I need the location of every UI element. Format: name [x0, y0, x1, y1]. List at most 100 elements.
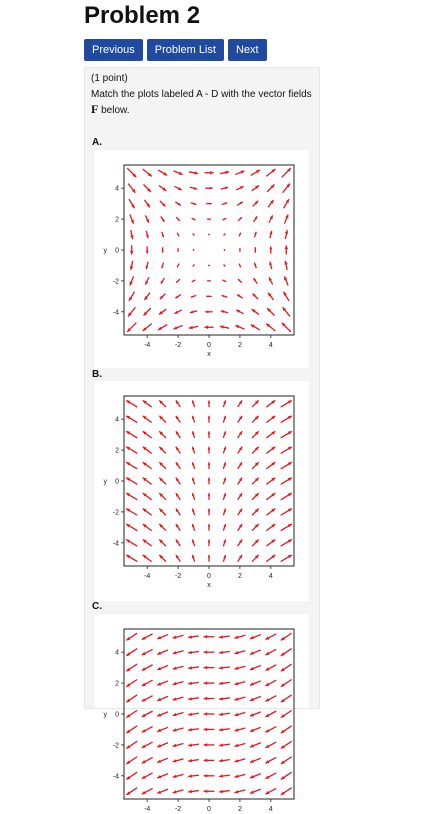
problem-list-button[interactable]: Problem List	[146, 39, 224, 61]
field-arrow	[127, 306, 136, 317]
field-arrow	[142, 538, 153, 547]
field-arrow	[280, 399, 293, 408]
field-arrow	[175, 554, 181, 562]
next-button[interactable]: Next	[227, 39, 267, 61]
field-arrow	[142, 168, 153, 177]
field-arrow	[280, 523, 293, 532]
field-arrow	[265, 664, 277, 672]
field-arrow	[143, 199, 151, 208]
problem-card: (1 point) Match the plots labeled A - D …	[84, 67, 320, 813]
field-arrow	[281, 322, 292, 333]
field-arrow	[206, 295, 212, 298]
field-arrow	[249, 649, 262, 655]
plot-b: -4 -4 -2 -2 0 0 2 2 4 4 x y	[95, 381, 309, 601]
field-arrow	[251, 430, 260, 439]
field-arrow	[268, 215, 274, 224]
field-arrow	[203, 665, 215, 670]
field-arrow	[125, 508, 138, 516]
field-arrow	[269, 246, 273, 254]
field-arrow	[237, 492, 243, 501]
field-arrow	[265, 633, 277, 641]
field-arrow	[175, 492, 181, 501]
field-arrow	[238, 263, 242, 268]
field-arrow	[249, 788, 262, 795]
field-arrow	[280, 678, 293, 688]
field-arrow	[172, 758, 184, 763]
field-arrow	[218, 774, 230, 778]
field-arrow	[203, 681, 215, 685]
field-arrow	[127, 183, 136, 194]
field-arrow	[141, 664, 153, 672]
field-arrow	[144, 276, 150, 285]
instruction-text: Match the plots labeled A - D with the v…	[91, 89, 312, 100]
field-arrow	[145, 246, 149, 254]
field-arrow	[222, 431, 227, 439]
field-arrow	[129, 245, 134, 255]
y-tick-label: 4	[115, 417, 119, 424]
field-arrow	[265, 695, 277, 703]
field-arrow	[269, 230, 273, 239]
field-arrow	[191, 217, 196, 221]
x-tick-label: 2	[238, 806, 242, 813]
field-arrow	[234, 789, 246, 794]
y-axis-label: y	[104, 248, 108, 255]
field-arrow	[251, 492, 260, 501]
field-arrow	[280, 648, 293, 657]
field-arrow	[188, 743, 200, 747]
field-arrow	[173, 324, 183, 330]
previous-button[interactable]: Previous	[84, 39, 143, 61]
field-arrow	[203, 634, 215, 639]
field-arrow	[234, 681, 246, 686]
field-arrow	[158, 523, 167, 532]
field-arrow	[188, 666, 200, 670]
field-arrow	[175, 461, 181, 470]
field-arrow	[251, 461, 260, 470]
x-tick-label: 4	[269, 573, 273, 580]
field-arrow	[172, 742, 184, 748]
instruction-suffix: below.	[98, 105, 130, 116]
field-arrow	[142, 323, 153, 332]
x-tick-label: -4	[144, 806, 150, 813]
problem-instruction: Match the plots labeled A - D with the v…	[91, 88, 313, 118]
field-arrow	[238, 232, 242, 237]
field-arrow	[191, 279, 196, 283]
vector-field-symbol: F	[91, 102, 99, 116]
field-arrow	[234, 727, 246, 732]
field-arrow	[203, 774, 215, 778]
field-arrow	[188, 712, 200, 716]
x-tick-label: 0	[207, 342, 211, 349]
field-arrow	[176, 263, 180, 268]
field-arrow	[130, 229, 134, 240]
field-arrow	[234, 773, 246, 779]
field-arrow	[188, 774, 200, 778]
field-arrow	[156, 757, 169, 764]
field-arrow	[158, 184, 167, 192]
field-arrow	[192, 233, 195, 236]
field-arrow	[237, 400, 243, 408]
field-arrow	[280, 663, 293, 672]
field-arrow	[125, 648, 138, 657]
field-arrow	[156, 680, 169, 686]
field-arrow	[191, 539, 196, 547]
field-arrow	[265, 477, 276, 485]
field-arrow	[157, 169, 168, 177]
field-arrow	[129, 260, 134, 271]
field-arrow	[237, 461, 243, 470]
field-arrow	[191, 477, 196, 485]
page-title: Problem 2	[84, 2, 201, 29]
field-arrow	[125, 694, 138, 703]
field-arrow	[175, 430, 181, 439]
field-arrow	[207, 524, 211, 531]
vector-field-plot-b: -4 -4 -2 -2 0 0 2 2 4 4 x y	[104, 395, 295, 589]
field-arrow	[280, 415, 293, 424]
field-arrow	[251, 415, 260, 423]
field-arrow	[218, 681, 230, 686]
field-arrow	[207, 431, 211, 438]
field-arrow	[222, 539, 227, 547]
field-arrow	[156, 788, 169, 795]
field-arrow	[237, 523, 243, 532]
field-arrow	[265, 538, 276, 547]
field-arrow	[156, 695, 169, 702]
field-arrow	[175, 278, 181, 284]
